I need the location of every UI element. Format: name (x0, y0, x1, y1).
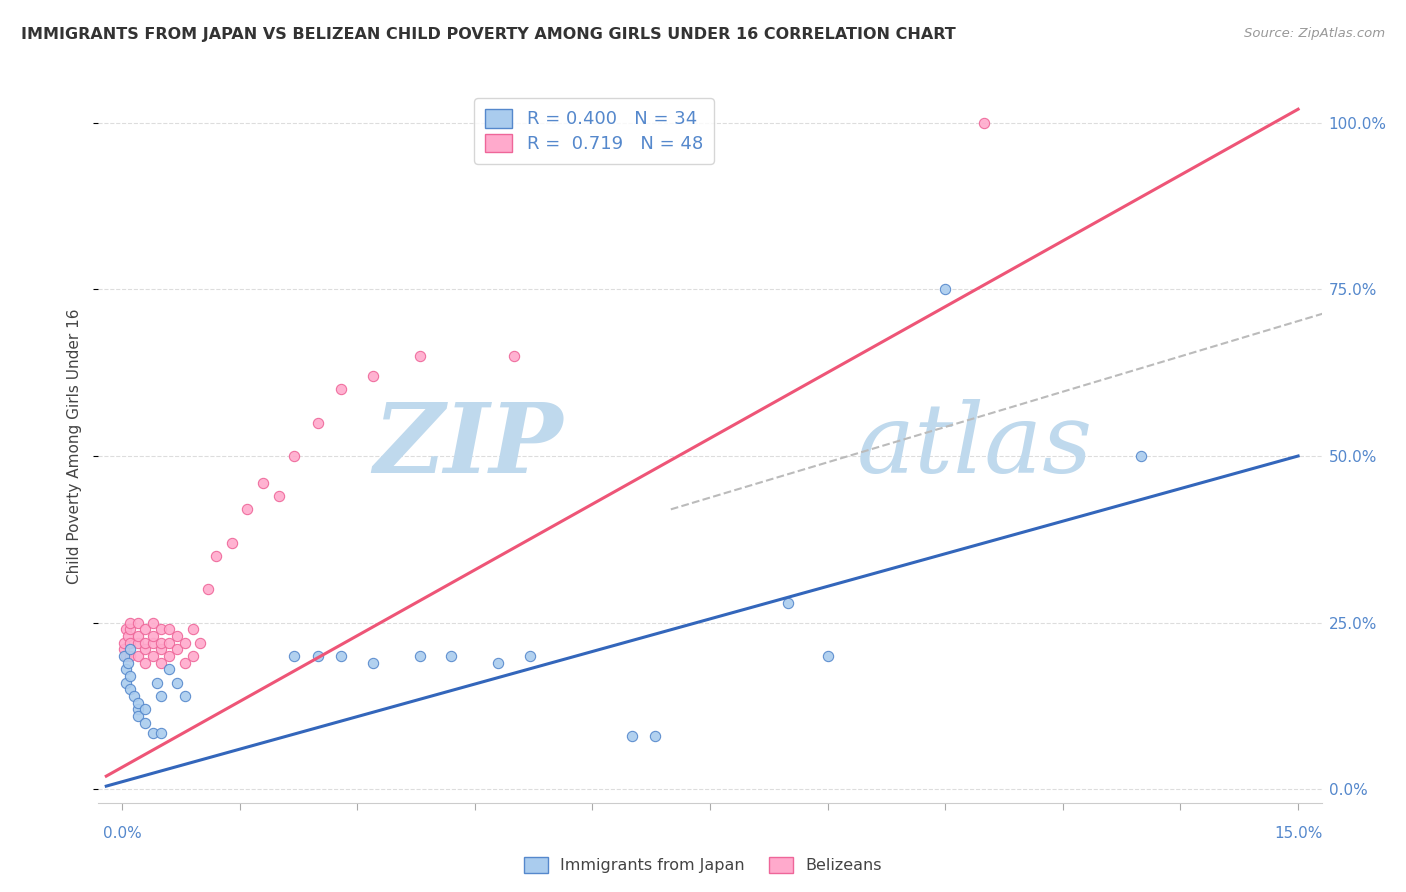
Point (117, 656, 139, 670)
Point (150, 656, 173, 670)
Point (134, 656, 156, 670)
Point (817, 649, 839, 664)
Point (150, 689, 173, 703)
Point (115, 675, 138, 690)
Point (166, 629, 188, 643)
Point (973, 115, 995, 129)
Point (330, 649, 353, 664)
Point (188, 636, 212, 650)
Point (118, 649, 141, 664)
Point (150, 725, 173, 739)
Point (134, 642, 156, 657)
Text: ZIP: ZIP (374, 399, 564, 493)
Point (486, 656, 509, 670)
Point (283, 449, 305, 463)
Point (181, 623, 204, 637)
Point (157, 636, 180, 650)
Point (127, 649, 149, 664)
Point (221, 535, 243, 549)
Point (122, 689, 145, 703)
Point (142, 629, 165, 643)
Text: IMMIGRANTS FROM JAPAN VS BELIZEAN CHILD POVERTY AMONG GIRLS UNDER 16 CORRELATION: IMMIGRANTS FROM JAPAN VS BELIZEAN CHILD … (21, 27, 956, 42)
Point (157, 623, 180, 637)
Point (127, 615, 149, 630)
Point (127, 702, 149, 716)
Text: atlas: atlas (856, 399, 1092, 493)
Point (157, 649, 180, 664)
Point (118, 682, 141, 697)
Point (330, 382, 353, 396)
Legend: R = 0.400   N = 34, R =  0.719   N = 48: R = 0.400 N = 34, R = 0.719 N = 48 (474, 98, 714, 164)
Point (150, 623, 173, 637)
Point (112, 636, 135, 650)
Point (620, 729, 643, 743)
Point (142, 615, 165, 630)
Point (361, 656, 384, 670)
Point (134, 702, 156, 716)
Point (118, 642, 141, 657)
Point (118, 615, 141, 630)
Point (181, 649, 204, 664)
Point (134, 636, 156, 650)
Point (118, 623, 141, 637)
Point (134, 715, 156, 730)
Point (361, 368, 384, 383)
Point (519, 649, 541, 664)
Point (142, 636, 165, 650)
Point (166, 642, 188, 657)
Point (173, 656, 195, 670)
Point (142, 725, 165, 739)
Point (267, 489, 290, 503)
Legend: Immigrants from Japan, Belizeans: Immigrants from Japan, Belizeans (517, 850, 889, 880)
Point (115, 662, 138, 676)
Point (112, 642, 135, 657)
Point (134, 623, 156, 637)
Point (146, 675, 169, 690)
Point (307, 649, 329, 664)
Point (409, 649, 432, 664)
Y-axis label: Child Poverty Among Girls Under 16: Child Poverty Among Girls Under 16 (67, 309, 83, 583)
Point (115, 649, 138, 664)
Text: Source: ZipAtlas.com: Source: ZipAtlas.com (1244, 27, 1385, 40)
Point (118, 636, 141, 650)
Point (1130, 449, 1153, 463)
Point (503, 349, 526, 363)
Point (127, 636, 149, 650)
Point (157, 662, 180, 676)
Point (150, 636, 173, 650)
Point (778, 596, 800, 610)
Point (173, 689, 195, 703)
Point (127, 629, 149, 643)
Point (166, 675, 188, 690)
Point (409, 349, 432, 363)
Point (197, 582, 219, 597)
Point (112, 649, 135, 664)
Point (307, 416, 329, 430)
Point (117, 629, 139, 643)
Point (205, 549, 228, 563)
Point (252, 475, 274, 490)
Point (440, 649, 463, 664)
Text: 0.0%: 0.0% (103, 826, 142, 841)
Point (173, 636, 195, 650)
Point (118, 669, 141, 683)
Point (127, 709, 149, 723)
Point (934, 282, 956, 296)
Point (644, 729, 666, 743)
Point (127, 696, 149, 710)
Point (150, 642, 173, 657)
Point (142, 649, 165, 664)
Point (115, 623, 138, 637)
Point (283, 649, 305, 664)
Text: 15.0%: 15.0% (1274, 826, 1322, 841)
Point (236, 502, 259, 516)
